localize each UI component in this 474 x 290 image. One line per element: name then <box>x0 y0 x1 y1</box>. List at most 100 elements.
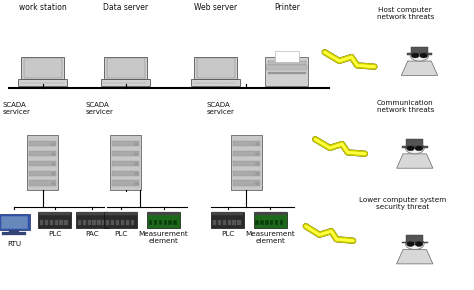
Circle shape <box>255 173 259 175</box>
FancyBboxPatch shape <box>104 212 137 228</box>
Bar <box>106 220 109 225</box>
Bar <box>233 180 260 186</box>
Circle shape <box>135 173 137 175</box>
Circle shape <box>420 53 428 58</box>
Bar <box>39 212 70 215</box>
Text: Printer: Printer <box>274 3 300 12</box>
Bar <box>116 220 119 225</box>
Bar <box>228 220 231 225</box>
Circle shape <box>407 146 414 151</box>
Bar <box>112 141 139 146</box>
Bar <box>45 220 48 225</box>
FancyBboxPatch shape <box>254 212 287 228</box>
Bar <box>255 220 259 225</box>
Bar <box>255 212 286 215</box>
Bar <box>260 220 264 225</box>
FancyBboxPatch shape <box>38 212 71 228</box>
Circle shape <box>52 153 55 155</box>
Bar <box>237 220 241 225</box>
Text: Data server: Data server <box>103 3 148 12</box>
FancyBboxPatch shape <box>231 135 262 190</box>
Text: Host computer
network threats: Host computer network threats <box>376 7 434 20</box>
Text: work station: work station <box>19 3 66 12</box>
Bar <box>50 220 53 225</box>
Text: PAC: PAC <box>85 231 100 237</box>
Bar <box>29 151 56 156</box>
Bar <box>154 220 157 225</box>
Circle shape <box>405 238 424 249</box>
Bar <box>112 151 139 156</box>
FancyBboxPatch shape <box>110 135 141 190</box>
Bar <box>40 220 43 225</box>
Bar <box>64 220 68 225</box>
FancyBboxPatch shape <box>194 57 237 79</box>
Bar <box>407 53 432 55</box>
Circle shape <box>255 143 259 145</box>
Bar <box>270 220 273 225</box>
Bar <box>9 230 19 232</box>
Text: PLC: PLC <box>114 231 128 237</box>
Polygon shape <box>397 249 433 264</box>
Bar <box>406 235 423 242</box>
FancyBboxPatch shape <box>197 58 235 77</box>
FancyBboxPatch shape <box>104 57 147 79</box>
Bar <box>402 146 428 148</box>
Bar <box>268 72 306 74</box>
FancyBboxPatch shape <box>268 61 306 65</box>
FancyBboxPatch shape <box>101 79 150 86</box>
Bar <box>88 220 91 225</box>
Bar <box>232 220 236 225</box>
Bar <box>275 51 299 62</box>
Bar <box>233 151 260 156</box>
Bar <box>280 220 283 225</box>
FancyBboxPatch shape <box>107 58 145 77</box>
Circle shape <box>407 242 414 246</box>
FancyBboxPatch shape <box>27 135 58 190</box>
Bar <box>148 212 179 215</box>
FancyBboxPatch shape <box>24 58 62 77</box>
Bar <box>77 212 108 215</box>
Circle shape <box>52 163 55 165</box>
Text: Web server: Web server <box>194 3 237 12</box>
Text: PLC: PLC <box>48 231 61 237</box>
Bar <box>97 220 100 225</box>
Polygon shape <box>397 154 433 168</box>
Bar <box>112 180 139 186</box>
Text: PLC: PLC <box>221 231 234 237</box>
FancyBboxPatch shape <box>18 79 67 86</box>
Bar <box>173 220 177 225</box>
Polygon shape <box>401 61 438 75</box>
Bar <box>411 47 428 53</box>
Bar <box>131 220 134 225</box>
Bar <box>102 220 106 225</box>
Text: RTU: RTU <box>7 241 21 247</box>
Circle shape <box>52 183 55 184</box>
Circle shape <box>411 53 419 58</box>
Bar <box>218 220 221 225</box>
FancyBboxPatch shape <box>191 79 240 86</box>
Circle shape <box>52 143 55 145</box>
Bar <box>406 139 423 146</box>
Bar <box>105 212 137 215</box>
Bar <box>112 161 139 166</box>
FancyBboxPatch shape <box>265 57 308 86</box>
Bar <box>78 220 81 225</box>
FancyBboxPatch shape <box>147 212 180 228</box>
Bar <box>2 232 26 235</box>
Bar <box>233 161 260 166</box>
Bar <box>29 161 56 166</box>
Bar <box>55 220 58 225</box>
Bar <box>213 220 216 225</box>
Bar <box>402 242 428 243</box>
Circle shape <box>135 183 137 184</box>
Circle shape <box>135 153 137 155</box>
Bar <box>159 220 162 225</box>
Bar <box>0 216 28 229</box>
Circle shape <box>135 163 137 165</box>
Circle shape <box>415 146 423 151</box>
Bar <box>164 220 167 225</box>
Bar <box>29 180 56 186</box>
Bar <box>275 220 278 225</box>
Text: SCADA
servicer: SCADA servicer <box>206 102 234 115</box>
Bar <box>111 220 114 225</box>
